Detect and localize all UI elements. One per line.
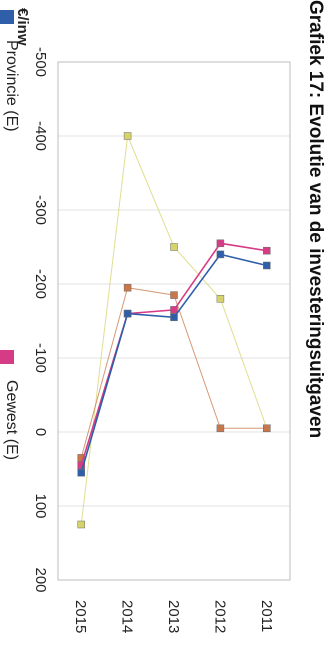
data-point — [170, 313, 178, 322]
series-layer — [77, 132, 271, 529]
data-point — [77, 468, 85, 477]
legend-item: Gewest (E) — [0, 350, 20, 460]
data-point — [216, 250, 225, 259]
legend-label: Provincie (E) — [3, 40, 20, 132]
y-tick-label: 200 — [32, 567, 49, 592]
y-tick-label: -200 — [32, 269, 49, 299]
x-category-label: 2015 — [72, 600, 89, 633]
series-2 — [77, 239, 271, 470]
data-point — [170, 306, 178, 314]
gridlines — [58, 61, 290, 581]
data-point — [77, 520, 85, 529]
x-category-label: 2011 — [258, 600, 275, 632]
legend-label: Gewest (E) — [3, 380, 20, 460]
data-point — [263, 424, 271, 433]
y-tick-label: -300 — [32, 195, 49, 225]
legend-swatch — [0, 10, 14, 24]
data-point — [216, 239, 225, 248]
data-point — [170, 243, 178, 251]
data-point — [263, 246, 271, 255]
data-point — [263, 261, 271, 270]
data-point — [170, 291, 178, 299]
series-line — [80, 134, 268, 525]
series-line — [80, 253, 267, 473]
data-point — [123, 309, 132, 318]
legend-swatch — [0, 350, 14, 364]
y-tick-label: -400 — [32, 121, 49, 151]
y-tick-label: 100 — [32, 493, 49, 518]
legend: Provincie (E) Gewest (E) — [0, 10, 20, 460]
series-1 — [77, 250, 271, 477]
y-axis-unit: €/inw — [14, 8, 31, 46]
data-point — [123, 132, 132, 140]
chart-title: Grafiek 17: Evolutie van de investerings… — [305, 0, 326, 438]
plot-frame — [57, 61, 291, 581]
x-category-label: 2012 — [211, 600, 228, 633]
series-4 — [77, 132, 271, 529]
data-point — [216, 424, 225, 433]
y-tick-label: -100 — [32, 343, 49, 373]
x-axis-categories: 2011 2012 2013 2014 2015 — [72, 600, 275, 633]
x-category-label: 2013 — [165, 600, 182, 633]
y-tick-label: 0 — [32, 428, 49, 436]
data-point — [123, 283, 132, 292]
y-tick-label: -500 — [32, 47, 49, 77]
x-category-label: 2014 — [119, 600, 136, 633]
legend-item: Provincie (E) — [0, 10, 20, 132]
y-axis-ticks: 200 100 0 -100 -200 -300 -400 -500 — [32, 47, 49, 593]
series-3 — [77, 283, 271, 462]
data-point — [216, 295, 225, 303]
